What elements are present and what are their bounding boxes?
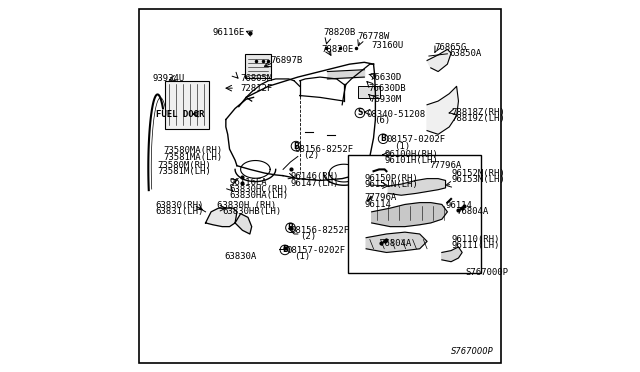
Text: 76804A: 76804A bbox=[456, 207, 489, 217]
Text: (2): (2) bbox=[303, 151, 319, 160]
Text: 08340-51208: 08340-51208 bbox=[366, 109, 425, 119]
FancyBboxPatch shape bbox=[348, 155, 481, 273]
Text: 63830HC(RH): 63830HC(RH) bbox=[230, 185, 289, 194]
Text: S767000P: S767000P bbox=[451, 347, 493, 356]
Text: 96114: 96114 bbox=[445, 201, 472, 210]
Text: 78818Z(RH): 78818Z(RH) bbox=[451, 108, 505, 117]
Polygon shape bbox=[427, 49, 451, 71]
Text: B: B bbox=[282, 246, 288, 254]
Text: 96146(RH): 96146(RH) bbox=[291, 172, 339, 181]
Text: S767000P: S767000P bbox=[466, 268, 509, 277]
FancyBboxPatch shape bbox=[358, 86, 380, 98]
Text: (1): (1) bbox=[394, 142, 410, 151]
Polygon shape bbox=[366, 232, 427, 253]
Text: B: B bbox=[287, 223, 293, 232]
Text: 78819Z(LH): 78819Z(LH) bbox=[451, 114, 505, 123]
Text: 76865G: 76865G bbox=[435, 43, 467, 52]
Text: 96100H(RH): 96100H(RH) bbox=[385, 150, 438, 159]
Text: 72812F: 72812F bbox=[241, 84, 273, 93]
FancyBboxPatch shape bbox=[165, 81, 209, 129]
Text: 08156-8252F: 08156-8252F bbox=[291, 226, 349, 235]
Text: 96152M(RH): 96152M(RH) bbox=[451, 169, 505, 177]
Text: 08157-0202F: 08157-0202F bbox=[387, 135, 445, 144]
Text: 77796A: 77796A bbox=[364, 193, 397, 202]
Text: (1): (1) bbox=[294, 252, 310, 262]
FancyBboxPatch shape bbox=[245, 54, 271, 78]
Text: 96116E: 96116E bbox=[212, 28, 244, 37]
Text: 96153M(LH): 96153M(LH) bbox=[451, 175, 505, 184]
Text: 96114: 96114 bbox=[364, 200, 391, 209]
Text: 73580MA(RH): 73580MA(RH) bbox=[163, 147, 222, 155]
Text: 76805M: 76805M bbox=[241, 74, 273, 83]
Polygon shape bbox=[442, 247, 462, 262]
Text: 08157-0202F: 08157-0202F bbox=[287, 246, 346, 255]
Text: 78820E: 78820E bbox=[322, 45, 354, 54]
Text: 08156-8252F: 08156-8252F bbox=[294, 145, 353, 154]
Text: (2): (2) bbox=[300, 232, 316, 241]
Text: 63831(LH): 63831(LH) bbox=[156, 206, 204, 216]
Text: 77796A: 77796A bbox=[429, 161, 461, 170]
Text: 76630D: 76630D bbox=[370, 73, 402, 81]
Text: 63850A: 63850A bbox=[449, 49, 481, 58]
Text: S: S bbox=[357, 108, 363, 118]
Polygon shape bbox=[372, 203, 447, 227]
Text: 76930M: 76930M bbox=[370, 95, 402, 104]
Text: 63830HB(LH): 63830HB(LH) bbox=[222, 206, 282, 216]
Text: 96151N(LH): 96151N(LH) bbox=[364, 180, 418, 189]
Text: 78820B: 78820B bbox=[324, 28, 356, 37]
Polygon shape bbox=[388, 179, 445, 195]
Text: B: B bbox=[293, 142, 299, 151]
Text: 76804A: 76804A bbox=[379, 239, 412, 248]
Text: 76630DB: 76630DB bbox=[368, 84, 406, 93]
Text: 96147(LH): 96147(LH) bbox=[291, 179, 339, 187]
Text: FUEL DOOR: FUEL DOOR bbox=[156, 109, 204, 119]
Text: 63830H (RH): 63830H (RH) bbox=[216, 201, 276, 210]
Polygon shape bbox=[205, 208, 237, 227]
Text: 73580M(RH): 73580M(RH) bbox=[157, 161, 211, 170]
Text: 76778W: 76778W bbox=[357, 32, 389, 41]
Text: 63830HA(LH): 63830HA(LH) bbox=[230, 192, 289, 201]
Text: 96116EA: 96116EA bbox=[230, 178, 267, 187]
Polygon shape bbox=[427, 86, 458, 134]
Text: B: B bbox=[380, 134, 386, 143]
Text: 76897B: 76897B bbox=[270, 56, 303, 65]
Text: (6): (6) bbox=[374, 116, 390, 125]
FancyBboxPatch shape bbox=[139, 9, 501, 363]
Text: 63830(RH): 63830(RH) bbox=[156, 201, 204, 210]
Text: 96150P(RH): 96150P(RH) bbox=[364, 174, 418, 183]
Text: 96111(LH): 96111(LH) bbox=[451, 241, 499, 250]
Text: 93934U: 93934U bbox=[152, 74, 184, 83]
Text: 73160U: 73160U bbox=[372, 41, 404, 50]
Text: 63830A: 63830A bbox=[224, 251, 256, 261]
Text: 73581MA(LH): 73581MA(LH) bbox=[163, 153, 222, 162]
Text: 96101H(LH): 96101H(LH) bbox=[385, 156, 438, 166]
Polygon shape bbox=[235, 214, 252, 234]
Text: 73581M(LH): 73581M(LH) bbox=[157, 167, 211, 176]
Text: 96110(RH): 96110(RH) bbox=[451, 235, 499, 244]
